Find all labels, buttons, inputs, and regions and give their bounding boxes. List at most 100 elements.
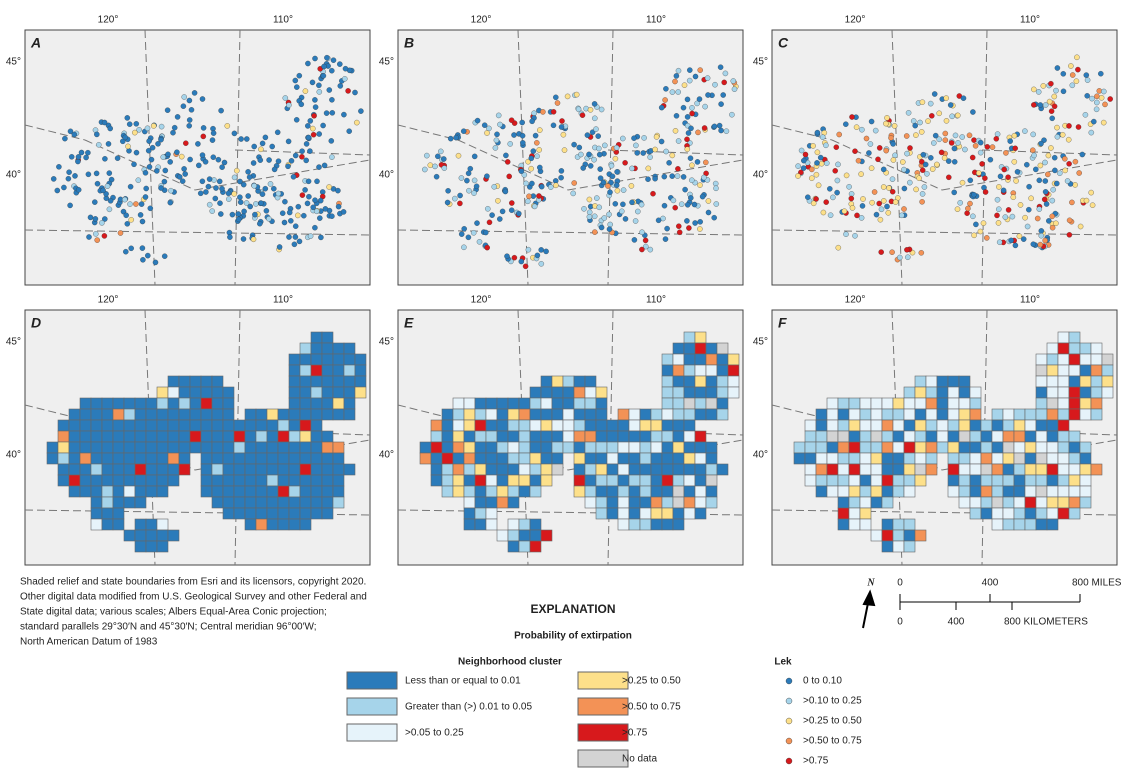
- cluster-cell: [112, 496, 125, 509]
- cluster-cell: [343, 386, 356, 399]
- cluster-cell: [650, 518, 663, 531]
- lek-dot: [596, 151, 603, 158]
- lek-dot: [798, 147, 805, 154]
- cluster-cell: [1013, 430, 1026, 443]
- cluster-cell: [156, 441, 169, 454]
- cluster-cell: [1079, 353, 1092, 366]
- lek-dot: [905, 110, 912, 116]
- lek-dot: [571, 180, 577, 186]
- lek-dot: [310, 204, 316, 211]
- cluster-cell: [848, 496, 861, 509]
- cluster-cell: [1068, 474, 1081, 487]
- cluster-cell: [661, 386, 674, 399]
- lek-dot: [167, 159, 173, 165]
- state-boundary: [194, 159, 371, 191]
- cluster-cell: [1057, 485, 1070, 498]
- lek-dot: [827, 186, 833, 192]
- cluster-cell: [518, 441, 531, 454]
- lek-dot: [504, 253, 510, 259]
- lek-dot: [1016, 233, 1023, 239]
- cluster-cell: [595, 386, 608, 399]
- cluster-cell: [650, 452, 663, 465]
- lek-dot: [191, 90, 198, 96]
- cluster-cell: [474, 518, 487, 531]
- lek-dot: [1037, 102, 1044, 108]
- lek-dot: [694, 100, 700, 107]
- lek-dot: [823, 142, 829, 149]
- lek-dot: [947, 102, 954, 108]
- lek-dot: [692, 73, 699, 80]
- cluster-cell: [189, 408, 202, 421]
- lek-dot: [481, 122, 488, 128]
- cluster-cell: [529, 518, 542, 531]
- lek-dot: [199, 178, 206, 185]
- cluster-cell: [826, 474, 839, 487]
- lek-dot: [676, 229, 683, 236]
- cluster-cell: [793, 452, 806, 465]
- credit-line: Other digital data modified from U.S. Ge…: [20, 592, 367, 603]
- cluster-cell: [156, 397, 169, 410]
- lek-dot: [613, 182, 620, 189]
- cluster-cell: [881, 430, 894, 443]
- lek-dot: [919, 158, 925, 165]
- cluster-cell: [321, 375, 334, 388]
- lek-dot: [269, 143, 275, 150]
- lek-dot: [942, 137, 949, 143]
- lek-dot: [993, 136, 1000, 142]
- cluster-cell: [1057, 397, 1070, 410]
- cluster-cell: [430, 452, 443, 465]
- lek-dot: [167, 199, 174, 206]
- lek-dot: [607, 189, 613, 195]
- lek-dot: [150, 123, 157, 129]
- cluster-cell: [1068, 397, 1081, 410]
- lek-dot: [602, 142, 608, 149]
- lek-dot: [1038, 232, 1045, 239]
- cluster-cell: [1002, 452, 1015, 465]
- lek-dot: [96, 142, 102, 148]
- lek-dot: [1093, 106, 1100, 113]
- cluster-cell: [914, 386, 927, 399]
- lek-dot: [139, 218, 146, 225]
- lek-dot: [170, 129, 176, 136]
- legend-swatch: [577, 749, 629, 768]
- lek-dot: [139, 245, 146, 251]
- lek-dot: [614, 187, 621, 194]
- lek-dot: [1048, 108, 1055, 114]
- lek-dot: [466, 187, 472, 194]
- state-boundary: [981, 149, 1118, 156]
- cluster-cell: [628, 430, 641, 443]
- lek-dot: [1068, 63, 1074, 69]
- cluster-cell: [452, 397, 465, 410]
- lek-dot: [461, 244, 467, 251]
- longitude-label: 110°: [1020, 15, 1040, 26]
- cluster-cell: [991, 452, 1004, 465]
- cluster-cell: [804, 441, 817, 454]
- lek-dot: [161, 253, 168, 259]
- lek-dot: [834, 189, 840, 196]
- legend-swatch: [577, 671, 629, 690]
- lek-dot: [560, 131, 567, 138]
- lek-dot: [903, 133, 910, 139]
- lek-dot: [1034, 215, 1041, 222]
- cluster-cell: [211, 463, 224, 476]
- longitude-label: 110°: [646, 15, 666, 26]
- cluster-cell: [969, 408, 982, 421]
- lek-dot: [286, 209, 293, 216]
- lek-dot: [312, 55, 318, 62]
- lek-dot: [342, 65, 349, 72]
- lek-dot: [1013, 178, 1019, 184]
- cluster-cell: [474, 463, 487, 476]
- latitude-label: 40°: [379, 170, 394, 181]
- cluster-cell: [639, 452, 652, 465]
- cluster-cell: [650, 419, 663, 432]
- cluster-cell: [474, 507, 487, 520]
- cluster-cell: [870, 485, 883, 498]
- cluster-cell: [1057, 364, 1070, 377]
- cluster-cell: [683, 463, 696, 476]
- lek-dot: [673, 113, 680, 119]
- cluster-cell: [167, 452, 180, 465]
- state-boundary: [397, 124, 459, 141]
- lek-dot: [591, 213, 598, 220]
- lek-dot: [499, 208, 506, 215]
- lek-dot: [452, 195, 458, 202]
